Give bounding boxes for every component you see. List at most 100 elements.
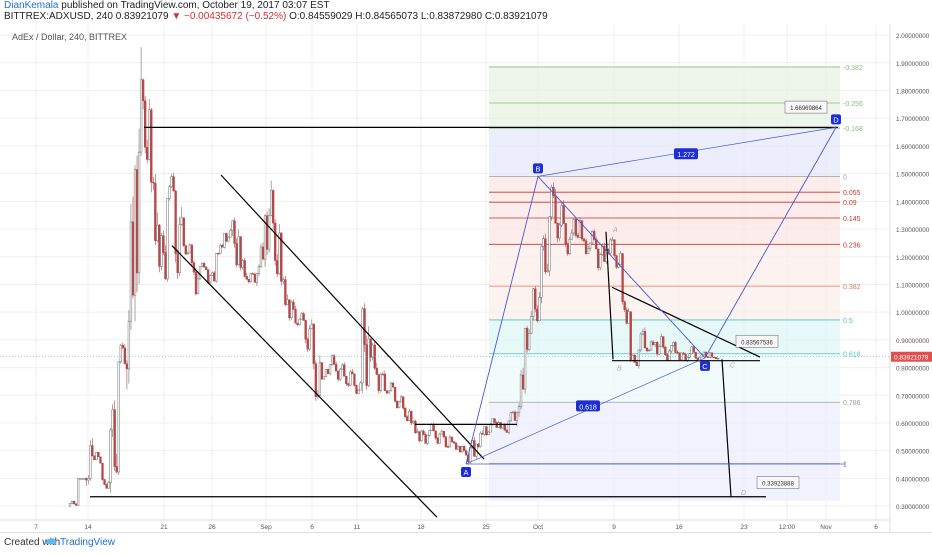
x-axis: 7 14 21 26 Sep 6 11 18 25 Oct 9 16 23 12:00 Nov 6 [0, 519, 890, 531]
y-tick-label: 1.60000000 [896, 144, 930, 151]
faint-point-label: A [612, 227, 618, 234]
candle-body [253, 273, 257, 283]
candle-body [515, 412, 519, 421]
candle-body [481, 433, 484, 435]
pattern-point-label: C [702, 362, 708, 371]
candle-body [298, 318, 301, 325]
pattern-point-label: B [535, 164, 540, 173]
candle-body [115, 466, 118, 473]
candle-body [460, 446, 464, 453]
candle-body [371, 344, 374, 358]
candle-body [113, 409, 116, 467]
candle-body [682, 352, 685, 355]
candle-body [625, 309, 628, 324]
candle-body [438, 433, 441, 444]
y-tick-label: 1.20000000 [896, 255, 930, 262]
candle-body [477, 443, 480, 447]
candle-body [351, 371, 354, 375]
candle-body [513, 411, 517, 421]
chart-area[interactable]: -0.382 -0.256 -0.168 0 0.055 0.09 0.145 0.236 0.… [0, 24, 932, 550]
candle-body [505, 429, 508, 433]
channel-upper [220, 174, 485, 460]
candle-body [233, 220, 236, 244]
candle-body [639, 333, 643, 351]
candle-body [702, 351, 706, 356]
candle-body [385, 390, 389, 394]
y-tick-label: 1.50000000 [896, 172, 930, 179]
candle-body [164, 252, 167, 280]
symbol-label: BITTREX:ADXUSD, 240 [4, 11, 113, 22]
price-chart-svg[interactable]: -0.382 -0.256 -0.168 0 0.055 0.09 0.145 0.236 0.… [0, 24, 932, 550]
fib-level-label: -0.168 [843, 126, 863, 133]
candle-body [430, 424, 433, 431]
x-tick-label: 21 [160, 524, 168, 531]
candle-body [255, 273, 259, 283]
y-tick-label: 0.80000000 [896, 366, 930, 373]
x-tick-label: 11 [354, 524, 361, 531]
candle-body [534, 288, 537, 310]
candle-body [444, 436, 448, 447]
fib-zone [489, 66, 840, 103]
candle-body [538, 297, 541, 322]
fib-level-label: 0.382 [843, 284, 861, 291]
candle-body [209, 274, 212, 284]
candle-body [450, 436, 454, 442]
y-tick-label: 1.30000000 [896, 227, 930, 234]
candle-body [485, 426, 488, 435]
candle-body [225, 233, 228, 242]
pattern-point-badge [700, 360, 710, 371]
candle-body [135, 169, 139, 274]
faint-point-label: C [730, 363, 736, 370]
candle-body [558, 224, 561, 239]
candle-body [434, 430, 437, 439]
candle-body [137, 151, 141, 274]
candle-body [684, 354, 687, 361]
ratio-badge [674, 148, 698, 160]
candle-body [379, 373, 382, 391]
drawings: A B C D 1.272 0.618 1.66969864 0.83567536 0.3392… [0, 100, 890, 518]
candle-body [332, 355, 336, 365]
candle-body [540, 246, 543, 298]
candle-body [127, 320, 131, 370]
pattern-point-badge [831, 114, 841, 125]
candle-body [582, 238, 586, 242]
candle-body [306, 338, 309, 350]
candle-body [454, 442, 458, 450]
fib-level-label: 0.145 [843, 216, 861, 223]
candle-body [418, 431, 421, 441]
author-link[interactable]: DianKemala [4, 0, 59, 11]
candle-body [641, 331, 645, 335]
candle-body [367, 338, 370, 386]
candle-body [241, 260, 244, 268]
fib-zone [489, 353, 840, 403]
candle-body [180, 217, 183, 225]
candle-body [284, 279, 287, 305]
candle-body [337, 370, 340, 380]
x-tick-label: 14 [84, 524, 92, 531]
candle-body [688, 353, 691, 358]
candle-body [334, 363, 338, 372]
pattern-point-badge [533, 163, 543, 174]
footer-brand[interactable]: TradingView [60, 537, 116, 548]
candle-body [664, 346, 667, 355]
candle-body [647, 349, 651, 352]
candle-body [300, 313, 303, 320]
candle-body [491, 418, 494, 425]
candle-body [456, 446, 460, 450]
candle-body [660, 336, 663, 347]
fib-zone [489, 217, 840, 245]
x-tick-label: 7 [34, 524, 38, 531]
candle-body [584, 240, 588, 254]
candle-body [716, 358, 720, 360]
candle-body [678, 352, 681, 360]
candle-body [176, 253, 179, 274]
candle-body [97, 452, 100, 458]
candle-body [207, 269, 210, 284]
fib-level-label: -0.256 [843, 101, 863, 108]
candle-body [237, 236, 240, 266]
candle-body [414, 420, 417, 434]
chart-header: DianKemala published on TradingView.com,… [0, 0, 932, 22]
candle-body [107, 482, 110, 489]
candle-body [172, 176, 175, 192]
candle-body [708, 352, 712, 359]
